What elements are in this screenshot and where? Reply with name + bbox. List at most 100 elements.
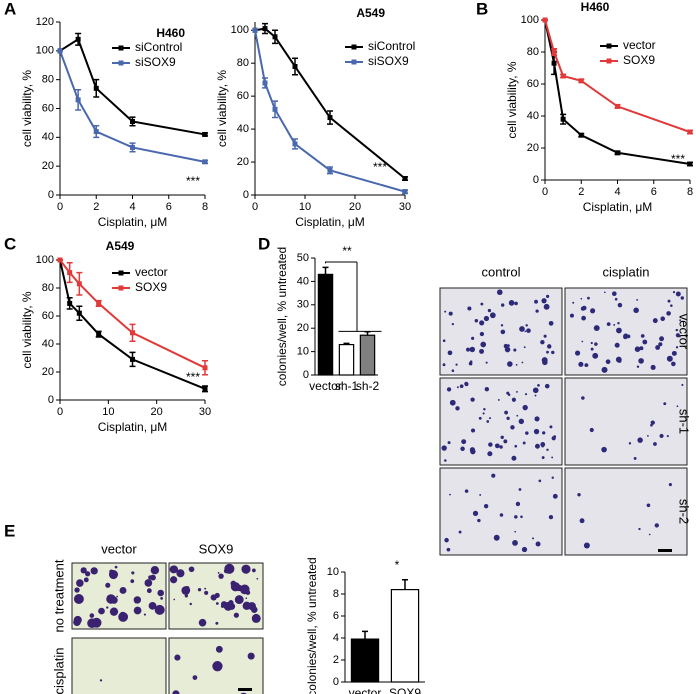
row-label: no treatment — [51, 559, 66, 632]
marker — [130, 118, 135, 124]
colony — [546, 350, 549, 354]
colony — [543, 303, 550, 310]
y-axis-label: cell viability, % — [20, 291, 34, 368]
colony — [114, 565, 118, 569]
colony — [118, 611, 129, 622]
colony — [511, 397, 516, 402]
colony — [634, 346, 641, 352]
y-tick-label: 80 — [527, 46, 539, 58]
panel-letter: A — [4, 0, 16, 18]
colony — [548, 514, 554, 520]
marker — [75, 36, 81, 42]
colony — [215, 621, 219, 625]
colony — [486, 420, 490, 423]
colony — [590, 308, 596, 314]
colony — [444, 459, 447, 462]
colony — [444, 310, 447, 313]
marker — [578, 132, 584, 138]
x-axis-label: Cisplatin, μM — [98, 215, 168, 229]
colony — [89, 613, 95, 618]
colony — [470, 397, 475, 402]
y-tick-label: 50 — [297, 252, 309, 264]
marker — [262, 26, 268, 32]
photo — [71, 637, 167, 694]
legend-label: siControl — [135, 40, 182, 54]
colony — [617, 358, 622, 363]
colony — [541, 357, 548, 364]
y-tick-label: 60 — [237, 90, 249, 102]
colony — [503, 439, 508, 444]
colony — [174, 654, 181, 661]
colony — [535, 541, 541, 547]
row-label: cisplatin — [51, 648, 66, 694]
colony — [601, 366, 608, 373]
bar — [359, 334, 376, 376]
colony — [497, 398, 500, 401]
colony — [507, 344, 510, 348]
colony — [469, 360, 473, 364]
x-tick-label: 30 — [399, 201, 411, 213]
colony — [477, 518, 481, 523]
colony — [553, 435, 557, 439]
bar — [317, 273, 334, 376]
x-axis-label: Cisplatin, μM — [98, 420, 168, 434]
legend-marker — [351, 44, 357, 50]
colony — [614, 342, 620, 348]
marker — [292, 63, 298, 69]
y-tick-label: 80 — [42, 74, 54, 86]
colony — [456, 386, 459, 389]
colony — [513, 348, 517, 352]
colony — [671, 361, 676, 367]
colony — [650, 420, 655, 425]
colony — [519, 326, 525, 332]
colony — [228, 600, 234, 606]
colony — [510, 425, 515, 430]
bar — [390, 588, 420, 683]
colony — [464, 381, 469, 386]
colony — [148, 601, 157, 610]
x-tick-label: SOX9 — [389, 686, 421, 694]
marker — [130, 144, 135, 150]
y-tick-label: 40 — [42, 131, 54, 143]
marker — [560, 73, 566, 79]
marker — [202, 131, 208, 137]
colony — [533, 428, 540, 435]
colony — [520, 515, 523, 519]
colony — [522, 404, 528, 411]
colony — [518, 418, 525, 425]
y-tick-label: 20 — [42, 366, 54, 378]
colony — [109, 569, 114, 574]
colony — [534, 394, 537, 397]
colony — [666, 311, 671, 316]
colony — [541, 445, 544, 448]
photo — [439, 467, 563, 556]
colony — [119, 586, 127, 594]
colony — [500, 324, 504, 327]
legend-marker — [118, 285, 124, 291]
colony — [590, 341, 593, 345]
colony — [212, 661, 223, 672]
colony — [659, 336, 665, 342]
colony — [479, 320, 485, 326]
colony — [131, 571, 135, 575]
annotation: ** — [342, 244, 352, 258]
marker — [578, 78, 584, 84]
marker — [551, 49, 557, 55]
colony — [489, 312, 496, 319]
x-axis-label: Cisplatin, μM — [583, 200, 653, 214]
legend-marker — [118, 270, 124, 276]
colony — [471, 428, 476, 433]
colony — [215, 645, 223, 653]
legend-label: vector — [135, 265, 168, 279]
colony — [540, 339, 545, 345]
chart-title: A549 — [106, 239, 135, 253]
colony — [646, 503, 651, 508]
colony — [444, 537, 449, 543]
x-tick-label: 0 — [57, 201, 63, 213]
colony — [521, 546, 528, 553]
colony — [540, 442, 546, 447]
colony — [223, 568, 229, 574]
colony — [74, 587, 80, 593]
colony — [659, 433, 664, 439]
colony — [581, 340, 584, 343]
